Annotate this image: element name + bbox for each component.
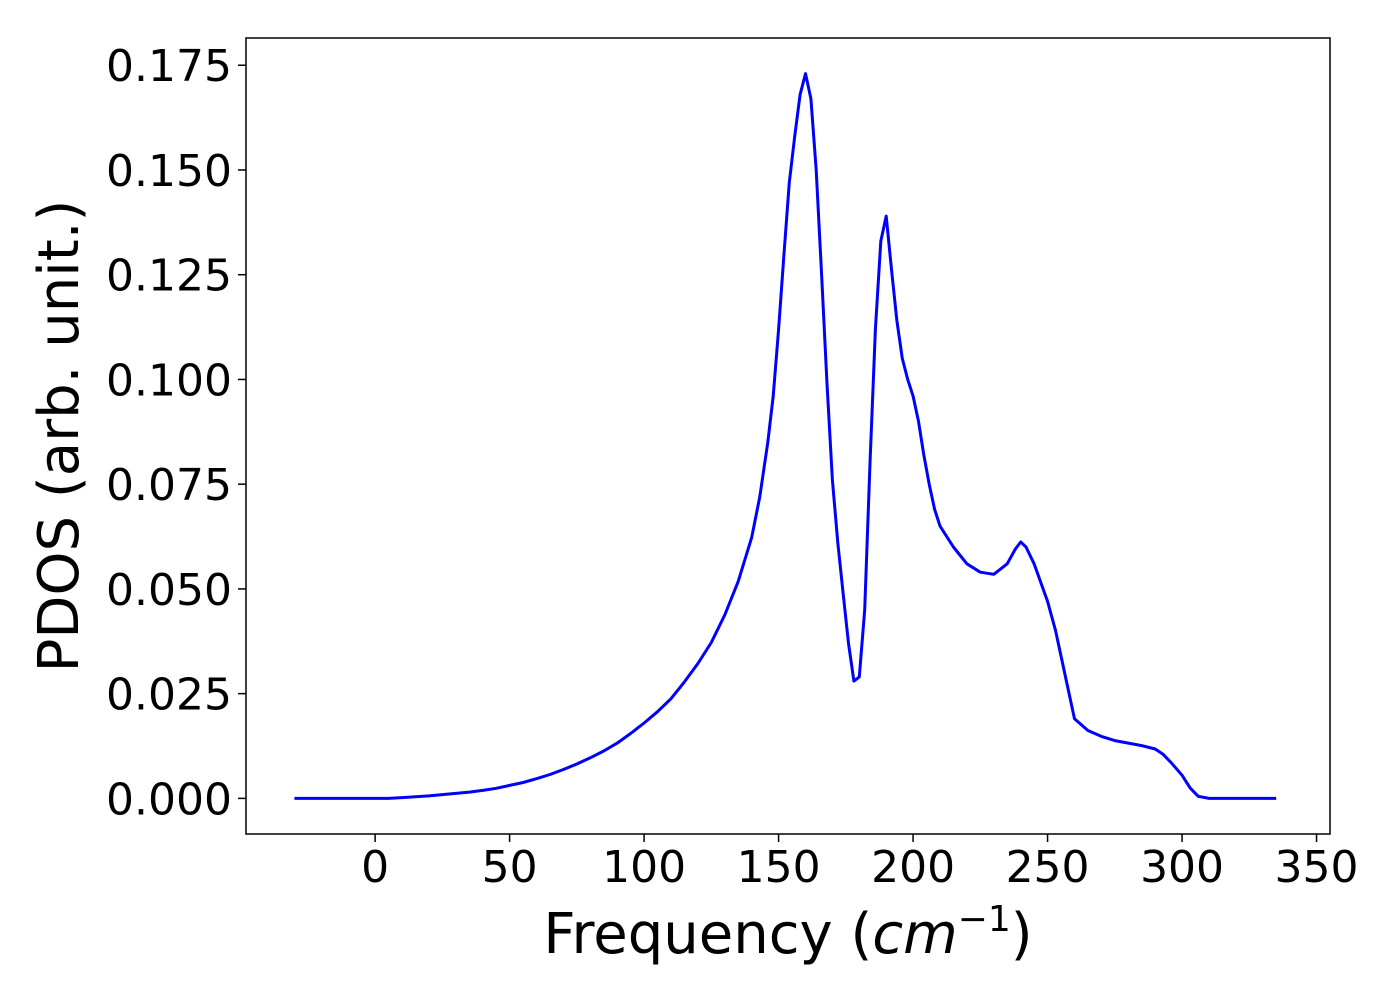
y-axis-ticks: 0.000 0.025 0.050 0.075 0.100 0.125 0.150 0.175 [106, 41, 246, 825]
y-tick-label: 0.175 [106, 41, 232, 92]
y-tick-label: 0.150 [106, 146, 232, 197]
plot-frame [245, 37, 1331, 835]
y-tick-label: 0.125 [106, 251, 232, 302]
y-tick-label: 0.100 [106, 355, 232, 406]
y-tick-label: 0.075 [106, 460, 232, 511]
y-tick-label: 0.000 [106, 774, 232, 825]
pdos-series-line [294, 72, 1277, 800]
x-tick-label: 50 [482, 842, 538, 893]
x-tick-label: 0 [361, 842, 389, 893]
x-tick-label: 250 [1006, 842, 1090, 893]
y-tick-label: 0.025 [106, 670, 232, 721]
y-axis-label: PDOS (arb. unit.) [27, 200, 92, 673]
x-axis-ticks: 0 50 100 150 200 250 300 350 [361, 834, 1359, 893]
x-axis-label: Frequency (cm−1) [543, 899, 1032, 967]
y-tick-label: 0.050 [106, 565, 232, 616]
x-tick-label: 150 [737, 842, 821, 893]
x-tick-label: 200 [871, 842, 955, 893]
x-tick-label: 350 [1275, 842, 1359, 893]
x-tick-label: 300 [1140, 842, 1224, 893]
x-tick-label: 100 [602, 842, 686, 893]
